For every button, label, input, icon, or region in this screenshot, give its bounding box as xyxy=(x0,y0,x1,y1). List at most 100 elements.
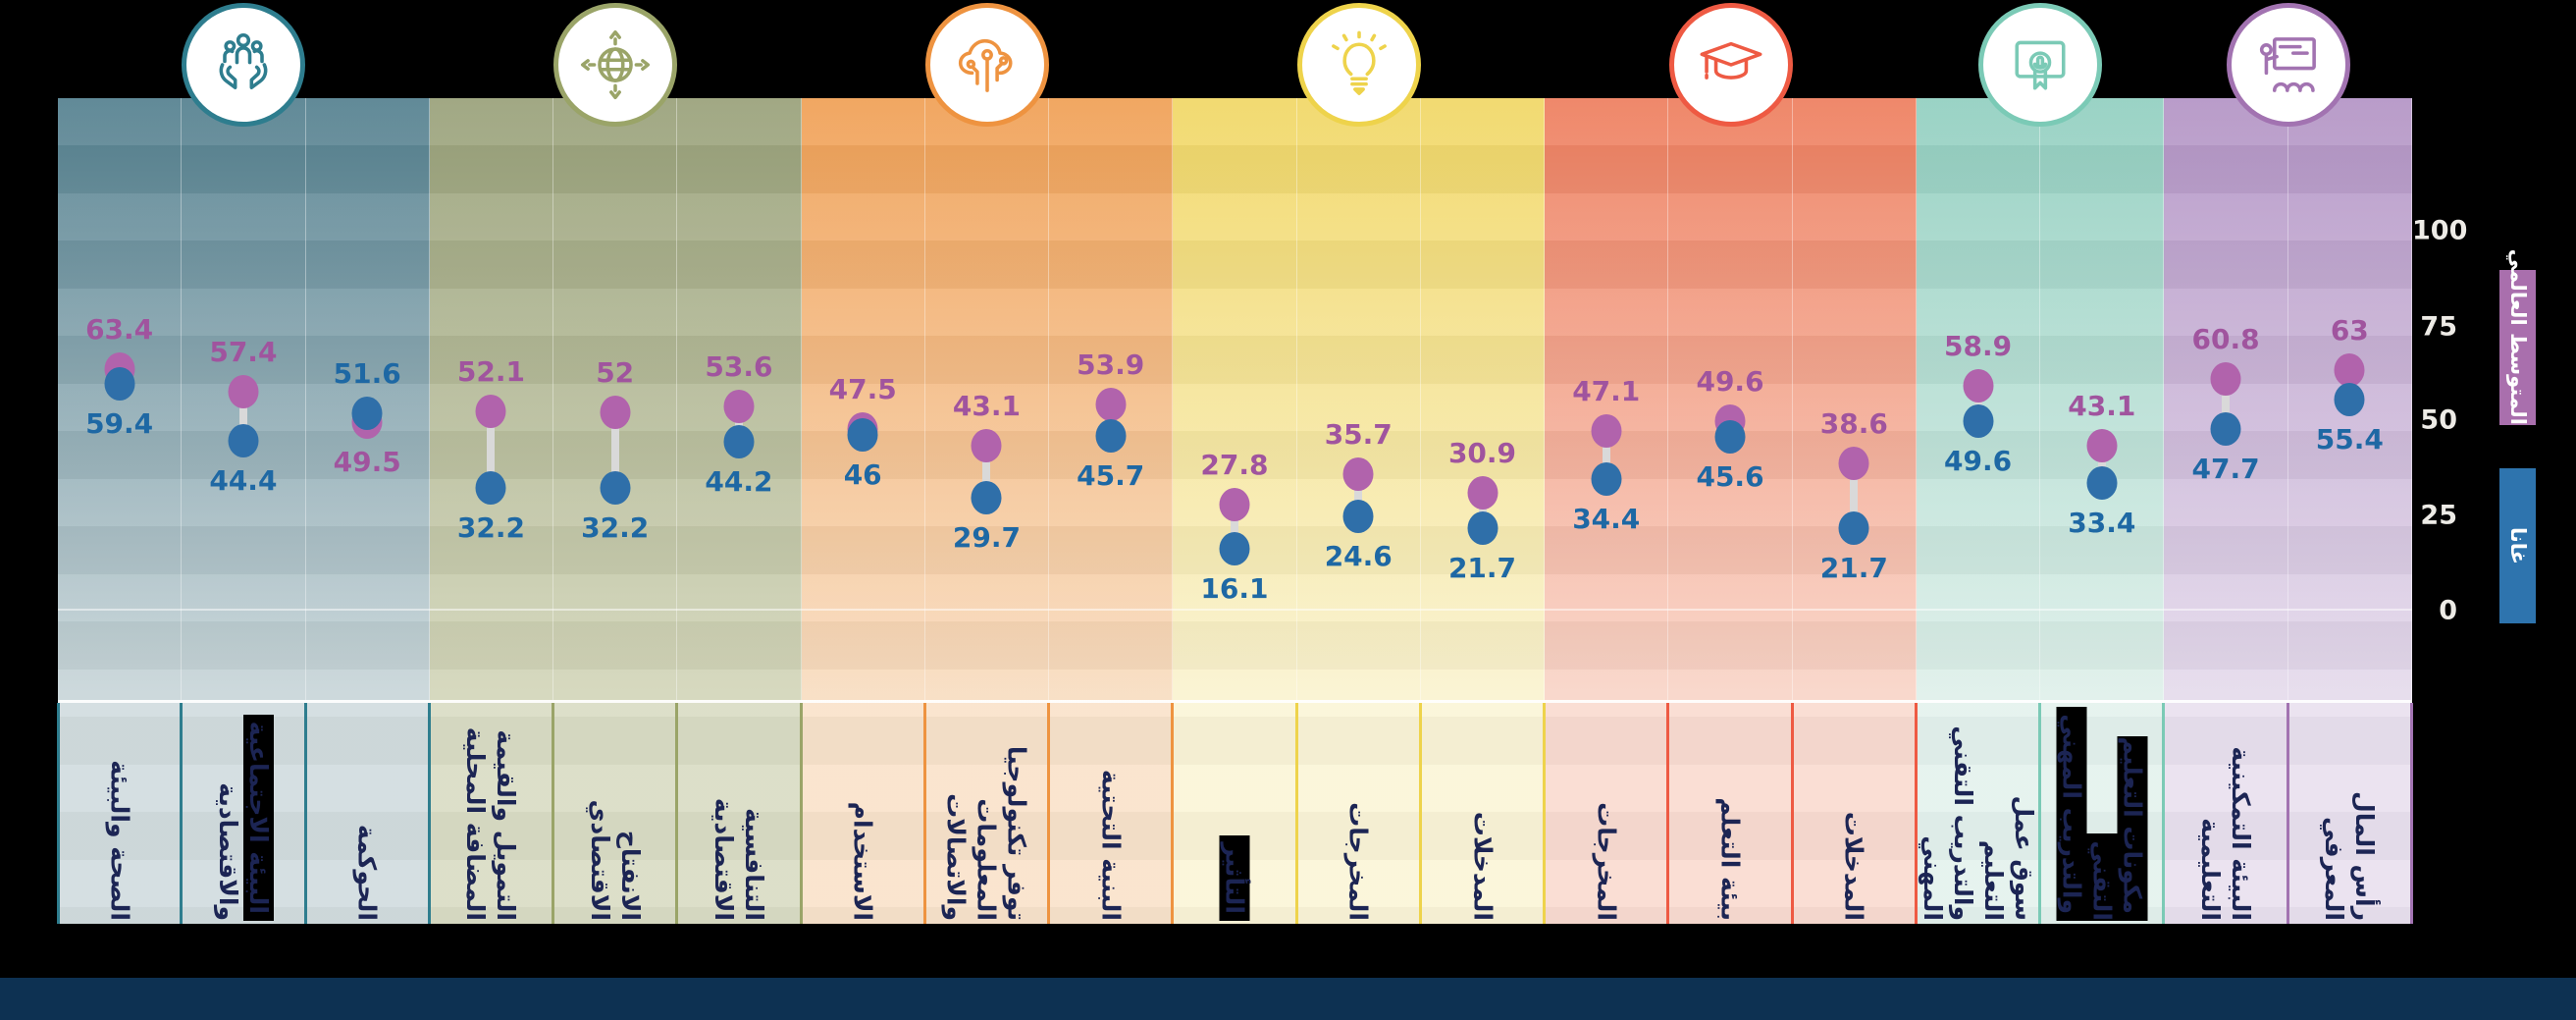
category-column: 52 32.2 الانفتاح الاقتصادي xyxy=(553,98,679,924)
ghana-dot[interactable] xyxy=(228,424,259,458)
category-column: 52.1 32.2 التمويل والقيمة المضافة المحلية xyxy=(430,98,555,924)
label-area-divider xyxy=(1294,703,1298,924)
ghana-value: 45.7 xyxy=(1077,459,1145,493)
global-average-dot[interactable] xyxy=(2210,361,2241,396)
label-area-divider xyxy=(1418,703,1422,924)
ghana-dot[interactable] xyxy=(1467,510,1498,545)
dumbbell-connector xyxy=(610,411,619,488)
global-average-dot[interactable] xyxy=(1467,475,1498,510)
ghana-dot[interactable] xyxy=(1095,419,1127,454)
ghana-dot[interactable] xyxy=(2086,466,2118,501)
label-area-divider xyxy=(922,703,926,924)
ghana-dot[interactable] xyxy=(971,480,1002,514)
global-average-value: 52 xyxy=(596,355,635,389)
section-ict: 47.5 46 الاستخدام 43.1 29.7 توفر تكنولوجيا الم… xyxy=(801,98,1175,924)
category-label-line: الانفتاح الاقتصادي xyxy=(585,798,645,921)
category-column: 63 55.4 رأس المال المعرفي xyxy=(2288,98,2413,924)
label-highlight-box: التأثير xyxy=(1219,834,1250,921)
global-average-dot[interactable] xyxy=(1095,388,1127,422)
global-average-value: 53.6 xyxy=(705,349,773,383)
ghana-dot[interactable] xyxy=(351,397,383,431)
category-column: 47.5 46 الاستخدام xyxy=(802,98,926,924)
ghana-value: 49.6 xyxy=(1943,445,2013,478)
ghana-value: 16.1 xyxy=(1200,572,1269,606)
ghana-dot[interactable] xyxy=(1838,510,1869,545)
ghana-dot[interactable] xyxy=(1342,500,1374,534)
ghana-dot[interactable] xyxy=(104,367,135,402)
legend-global-average: المتوسط العالمي xyxy=(2499,249,2536,425)
hands-people-icon xyxy=(182,3,306,127)
category-label-line: توفر تكنولوجيا xyxy=(1002,745,1031,921)
category-label-line: الصحة والبيئة xyxy=(105,759,134,921)
global-average-dot[interactable] xyxy=(1342,457,1374,492)
category-label: رأس المال المعرفي xyxy=(2319,707,2380,921)
ghana-value: 46 xyxy=(843,458,882,492)
category-label-line: سوق عمل التعليم xyxy=(1978,795,2038,921)
category-label-line: المدخلات xyxy=(1839,811,1868,921)
label-area-divider xyxy=(1666,703,1670,924)
ghana-dot[interactable] xyxy=(1714,419,1746,454)
global-average-value: 43.1 xyxy=(952,390,1021,423)
dumbbell-connector xyxy=(1602,430,1610,480)
global-average-dot[interactable] xyxy=(1838,446,1869,480)
section-higher-education: 47.1 34.4 المخرجات 49.6 45.6 بيئة التعلم 38.6 2… xyxy=(1545,98,1918,924)
ghana-dot[interactable] xyxy=(475,470,506,505)
section-tvet: 58.9 49.6 سوق عمل التعليم والتدريب التقني ال… xyxy=(1916,98,2166,924)
label-area-divider xyxy=(1047,703,1051,924)
category-column: 30.9 21.7 المدخلات xyxy=(1421,98,1547,924)
category-label: المخرجات xyxy=(1591,707,1621,921)
category-label-zone: الحوكمة xyxy=(306,703,429,924)
y-axis-tick: 75 xyxy=(2420,311,2457,343)
ghana-dot[interactable] xyxy=(1219,532,1250,566)
category-label: البنية التحتية xyxy=(1095,707,1126,921)
global-average-dot[interactable] xyxy=(971,429,1002,463)
ghana-dot[interactable] xyxy=(723,425,755,459)
category-label-zone: رأس المال المعرفي xyxy=(2288,703,2411,924)
label-area-divider xyxy=(427,703,431,924)
section-economy: 52.1 32.2 التمويل والقيمة المضافة المحلية 52… xyxy=(429,98,803,924)
global-average-dot[interactable] xyxy=(228,374,259,408)
ghana-value: 29.7 xyxy=(952,520,1021,554)
global-average-dot[interactable] xyxy=(1219,487,1250,521)
ghana-value: 45.6 xyxy=(1696,459,1764,493)
label-area-divider xyxy=(180,703,184,924)
global-average-dot[interactable] xyxy=(600,395,631,429)
global-average-value: 49.5 xyxy=(333,445,401,478)
category-label: التنافسية الاقتصادية xyxy=(709,707,769,921)
dumbbell-connector xyxy=(1478,492,1487,528)
dumbbell-connector xyxy=(1354,474,1363,517)
category-label-zone: مكونات التعليم التقني والتدريب المهني xyxy=(2040,703,2163,924)
dumbbell-connector xyxy=(1850,462,1859,528)
category-label-zone: التمويل والقيمة المضافة المحلية xyxy=(430,703,552,924)
ghana-dot[interactable] xyxy=(847,418,878,453)
footer-band xyxy=(0,978,2576,1020)
category-label: بيئة التعلم xyxy=(1715,707,1746,921)
section-pre-university-education: 60.8 47.7 البيئة التمكينية التعليمية 63 55.4 ر… xyxy=(2164,98,2413,924)
category-label-line: المعلومات والاتصالات xyxy=(941,792,1001,921)
global-average-dot[interactable] xyxy=(2334,353,2365,388)
label-area-divider xyxy=(2286,703,2289,924)
ghana-dot[interactable] xyxy=(1963,404,1994,439)
category-column: 38.6 21.7 المدخلات xyxy=(1793,98,1918,924)
ghana-dot[interactable] xyxy=(1591,462,1622,497)
label-area-divider xyxy=(1171,703,1175,924)
category-label-line: المدخلات xyxy=(1468,811,1497,921)
ghana-dot[interactable] xyxy=(600,470,631,505)
global-average-value: 63.4 xyxy=(85,312,154,346)
global-average-dot[interactable] xyxy=(2086,429,2118,463)
category-column: 35.7 24.6 المخرجات xyxy=(1297,98,1422,924)
global-average-dot[interactable] xyxy=(723,389,755,423)
category-label-line: التنافسية الاقتصادية xyxy=(709,797,768,921)
global-average-dot[interactable] xyxy=(1963,368,1994,403)
ghana-dot[interactable] xyxy=(2334,382,2365,416)
ghana-value: 44.4 xyxy=(209,464,278,498)
category-column: 60.8 47.7 البيئة التمكينية التعليمية xyxy=(2164,98,2289,924)
global-average-dot[interactable] xyxy=(475,395,506,429)
global-average-value: 53.9 xyxy=(1077,349,1145,382)
ghana-value: 55.4 xyxy=(2315,422,2384,456)
category-label-line: البنية التحتية xyxy=(1096,769,1126,921)
ghana-value: 21.7 xyxy=(1819,551,1888,584)
ghana-dot[interactable] xyxy=(2210,411,2241,446)
ghana-value: 24.6 xyxy=(1324,540,1393,573)
global-average-dot[interactable] xyxy=(1591,413,1622,448)
